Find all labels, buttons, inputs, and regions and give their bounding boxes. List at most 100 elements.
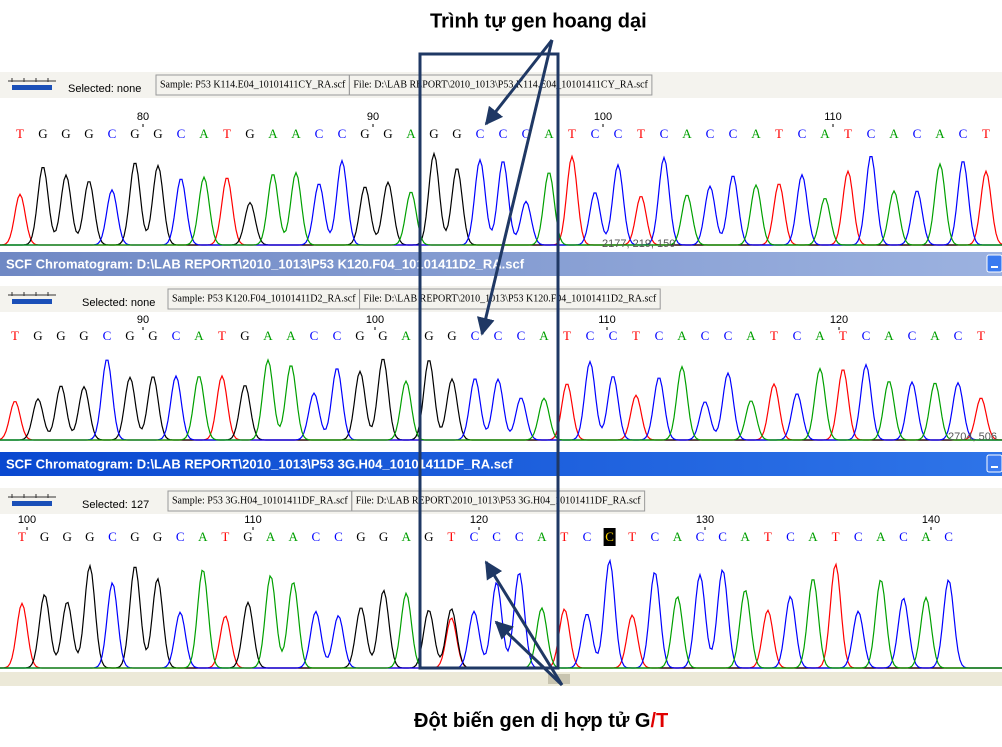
base-call: G bbox=[424, 529, 433, 544]
base-call: G bbox=[240, 328, 249, 343]
base-call: C bbox=[108, 126, 117, 141]
ruler-number: 100 bbox=[18, 514, 36, 526]
base-call: A bbox=[820, 126, 830, 141]
base-call: G bbox=[379, 529, 388, 544]
base-call: C bbox=[862, 328, 871, 343]
ruler-number: 110 bbox=[824, 111, 842, 123]
base-call: G bbox=[33, 328, 42, 343]
base-call: G bbox=[148, 328, 157, 343]
base-call: A bbox=[815, 328, 825, 343]
base-call: C bbox=[177, 126, 186, 141]
annotation-mutation: Đột biến gen dị hợp tử G/T bbox=[414, 710, 668, 732]
base-call: T bbox=[628, 529, 636, 544]
annotation-text: Đột biến gen dị hợp tử G bbox=[414, 710, 650, 732]
base-call: A bbox=[537, 529, 547, 544]
ruler-number: 110 bbox=[598, 314, 616, 326]
base-call: T bbox=[560, 529, 568, 544]
base-call: C bbox=[614, 126, 623, 141]
base-call: G bbox=[125, 328, 134, 343]
base-call: C bbox=[718, 529, 727, 544]
ruler-number: 140 bbox=[922, 514, 940, 526]
base-call: A bbox=[930, 328, 940, 343]
base-call: A bbox=[808, 529, 818, 544]
base-call: T bbox=[11, 328, 19, 343]
ruler-number: 90 bbox=[367, 111, 379, 123]
base-call: G bbox=[383, 126, 392, 141]
trace bbox=[0, 360, 1002, 440]
toolbar-icon bbox=[12, 85, 52, 90]
trace bbox=[0, 164, 1002, 245]
base-call: G bbox=[355, 328, 364, 343]
base-call: G bbox=[63, 529, 72, 544]
base-call: A bbox=[935, 126, 945, 141]
base-call: C bbox=[867, 126, 876, 141]
base-call: C bbox=[310, 328, 319, 343]
base-call: C bbox=[476, 126, 485, 141]
base-call: T bbox=[982, 126, 990, 141]
base-call: A bbox=[401, 328, 411, 343]
ruler-number: 100 bbox=[366, 314, 384, 326]
base-call: T bbox=[563, 328, 571, 343]
file-label: File: D:\LAB REPORT\2010_1013\P53 3G.H04… bbox=[356, 495, 642, 506]
base-call: C bbox=[899, 529, 908, 544]
panels: Selected: none Sample: P53 K114.E04_10101… bbox=[0, 72, 1002, 686]
toolbar-icon bbox=[12, 501, 52, 506]
cursor-readout: 2177, 219, 150 bbox=[602, 238, 675, 250]
base-call: A bbox=[402, 529, 412, 544]
base-call: C bbox=[793, 328, 802, 343]
base-call: G bbox=[424, 328, 433, 343]
base-call: C bbox=[706, 126, 715, 141]
base-call: G bbox=[130, 529, 139, 544]
base-call: C bbox=[471, 328, 480, 343]
base-call: G bbox=[245, 126, 254, 141]
base-call: A bbox=[194, 328, 204, 343]
base-call: C bbox=[334, 529, 343, 544]
minimize-button bbox=[987, 455, 1002, 472]
base-call: G bbox=[360, 126, 369, 141]
base-call: G bbox=[356, 529, 365, 544]
base-call: T bbox=[770, 328, 778, 343]
base-call: A bbox=[266, 529, 276, 544]
base-call: G bbox=[153, 126, 162, 141]
file-label: File: D:\LAB REPORT\2010_1013\P53 K114.E… bbox=[353, 79, 648, 90]
base-call: C bbox=[176, 529, 185, 544]
window-title: SCF Chromatogram: D:\LAB REPORT\2010_101… bbox=[6, 256, 525, 271]
base-call: C bbox=[660, 126, 669, 141]
base-call: A bbox=[286, 328, 296, 343]
base-call: A bbox=[746, 328, 756, 343]
base-call: A bbox=[198, 529, 208, 544]
base-call: C bbox=[786, 529, 795, 544]
base-call: T bbox=[977, 328, 985, 343]
base-call: C bbox=[954, 328, 963, 343]
base-call: C bbox=[517, 328, 526, 343]
base-call: G bbox=[79, 328, 88, 343]
sample-label: Sample: P53 K114.E04_10101411CY_RA.scf bbox=[160, 79, 346, 90]
base-call: C bbox=[333, 328, 342, 343]
base-call: T bbox=[844, 126, 852, 141]
base-call: G bbox=[447, 328, 456, 343]
trace bbox=[0, 360, 1002, 440]
base-call: T bbox=[832, 529, 840, 544]
ruler-number: 80 bbox=[137, 111, 149, 123]
base-call: C bbox=[103, 328, 112, 343]
base-call: A bbox=[539, 328, 549, 343]
annotation-title: Trình tự gen hoang dại bbox=[430, 10, 647, 32]
highlight-box bbox=[420, 54, 558, 668]
base-call: C bbox=[724, 328, 733, 343]
ruler-number: 130 bbox=[696, 514, 714, 526]
base-call: C bbox=[944, 529, 953, 544]
base-call: C bbox=[650, 529, 659, 544]
base-call: C bbox=[108, 529, 117, 544]
base-call: G bbox=[378, 328, 387, 343]
base-call: G bbox=[153, 529, 162, 544]
chromatogram-panel: SCF Chromatogram: D:\LAB REPORT\2010_101… bbox=[0, 452, 1002, 668]
selected-label: Selected: none bbox=[82, 297, 155, 309]
minimize-glyph bbox=[991, 266, 998, 268]
base-call: C bbox=[315, 126, 324, 141]
base-call: A bbox=[673, 529, 683, 544]
base-call: G bbox=[38, 126, 47, 141]
base-call: A bbox=[268, 126, 278, 141]
base-call: G bbox=[429, 126, 438, 141]
scrollbar bbox=[0, 672, 1002, 686]
base-call: G bbox=[84, 126, 93, 141]
